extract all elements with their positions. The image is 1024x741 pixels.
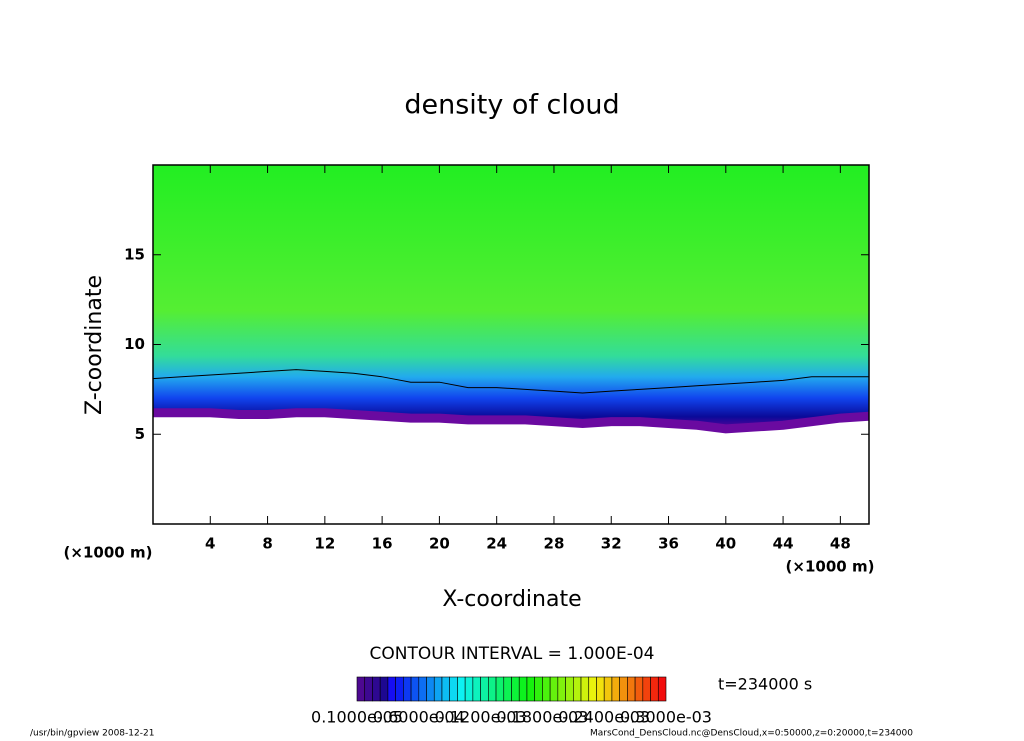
- colorbar-cell: [580, 676, 590, 702]
- colorbar-cell: [387, 676, 396, 702]
- colorbar-cell: [457, 676, 466, 702]
- x-tick-label: 8: [262, 535, 272, 553]
- colorbar-cell: [356, 676, 366, 702]
- colorbar-label: 0.3000e-03: [620, 708, 712, 727]
- colorbar-cell: [410, 676, 420, 702]
- time-label: t=234000 s: [718, 675, 812, 694]
- x-tick-label: 36: [658, 535, 679, 553]
- y-axis-title: Z-coordinate: [82, 275, 107, 415]
- colorbar-cell: [557, 676, 566, 702]
- x-tick-label: 40: [715, 535, 736, 553]
- colorbar-cell: [511, 676, 520, 702]
- x-axis-title: X-coordinate: [442, 587, 581, 612]
- colorbar-cell: [565, 676, 574, 702]
- colorbar-cell: [596, 676, 605, 702]
- footer-left: /usr/bin/gpview 2008-12-21: [30, 729, 154, 739]
- colorbar-cell: [619, 676, 628, 702]
- x-tick-label: 20: [429, 535, 450, 553]
- colorbar-cell: [572, 676, 582, 702]
- colorbar-label: 0.1000e-05: [311, 708, 403, 727]
- colorbar-label: 0.1800e-03: [496, 708, 588, 727]
- colorbar-cell: [534, 676, 543, 702]
- colorbar-cell: [627, 676, 636, 702]
- contour-line: [153, 369, 869, 394]
- colorbar-cell: [611, 676, 620, 702]
- colorbar-cell: [441, 676, 451, 702]
- y-tick-label: 10: [124, 335, 145, 353]
- colorbar-cell: [433, 676, 443, 702]
- colorbar-cell: [657, 676, 667, 702]
- y-tick-label: 5: [135, 425, 145, 443]
- colorbar-cell: [418, 676, 427, 702]
- x-tick-label: 24: [486, 535, 507, 553]
- cloud-field: [153, 165, 869, 429]
- colorbar-cell: [503, 676, 512, 702]
- colorbar-cell: [495, 676, 505, 702]
- footer-right: MarsCond_DensCloud.nc@DensCloud,x=0:5000…: [590, 729, 913, 739]
- y-tick-label: 15: [124, 245, 145, 263]
- x-tick-label: 4: [205, 535, 215, 553]
- colorbar-cell: [472, 676, 481, 702]
- x-tick-label: 28: [544, 535, 565, 553]
- colorbar-cell: [518, 676, 528, 702]
- colorbar-cell: [403, 676, 412, 702]
- x-tick-label: 32: [601, 535, 622, 553]
- x-tick-label: 12: [314, 535, 335, 553]
- colorbar-cell: [480, 676, 489, 702]
- y-unit-label: (×1000 m): [64, 544, 153, 562]
- contour-interval: CONTOUR INTERVAL = 1.000E-04: [370, 644, 655, 664]
- colorbar-cell: [379, 676, 389, 702]
- colorbar-cell: [488, 676, 497, 702]
- colorbar-cell: [588, 676, 597, 702]
- colorbar-cell: [395, 676, 404, 702]
- x-unit-label: (×1000 m): [786, 558, 875, 576]
- colorbar-cell: [364, 676, 373, 702]
- colorbar-label: 0.6000e-04: [373, 708, 465, 727]
- x-tick-label: 48: [830, 535, 851, 553]
- colorbar-cell: [464, 676, 474, 702]
- field: [153, 165, 869, 434]
- chart-title: density of cloud: [404, 90, 619, 121]
- colorbar-cell: [634, 676, 644, 702]
- colorbar-label: 0.2400e-03: [558, 708, 650, 727]
- colorbar-cell: [650, 676, 659, 702]
- cloud-base: [153, 408, 869, 434]
- colorbar-cell: [426, 676, 435, 702]
- colorbar-label: 0.1200e-03: [435, 708, 527, 727]
- colorbar-cell: [372, 676, 381, 702]
- colorbar-cell: [542, 676, 551, 702]
- colorbar-cell: [526, 676, 535, 702]
- x-tick-label: 44: [773, 535, 794, 553]
- x-tick-label: 16: [372, 535, 393, 553]
- colorbar-cell: [449, 676, 458, 702]
- colorbar-cell: [549, 676, 559, 702]
- colorbar-cell: [603, 676, 613, 702]
- colorbar-cell: [642, 676, 651, 702]
